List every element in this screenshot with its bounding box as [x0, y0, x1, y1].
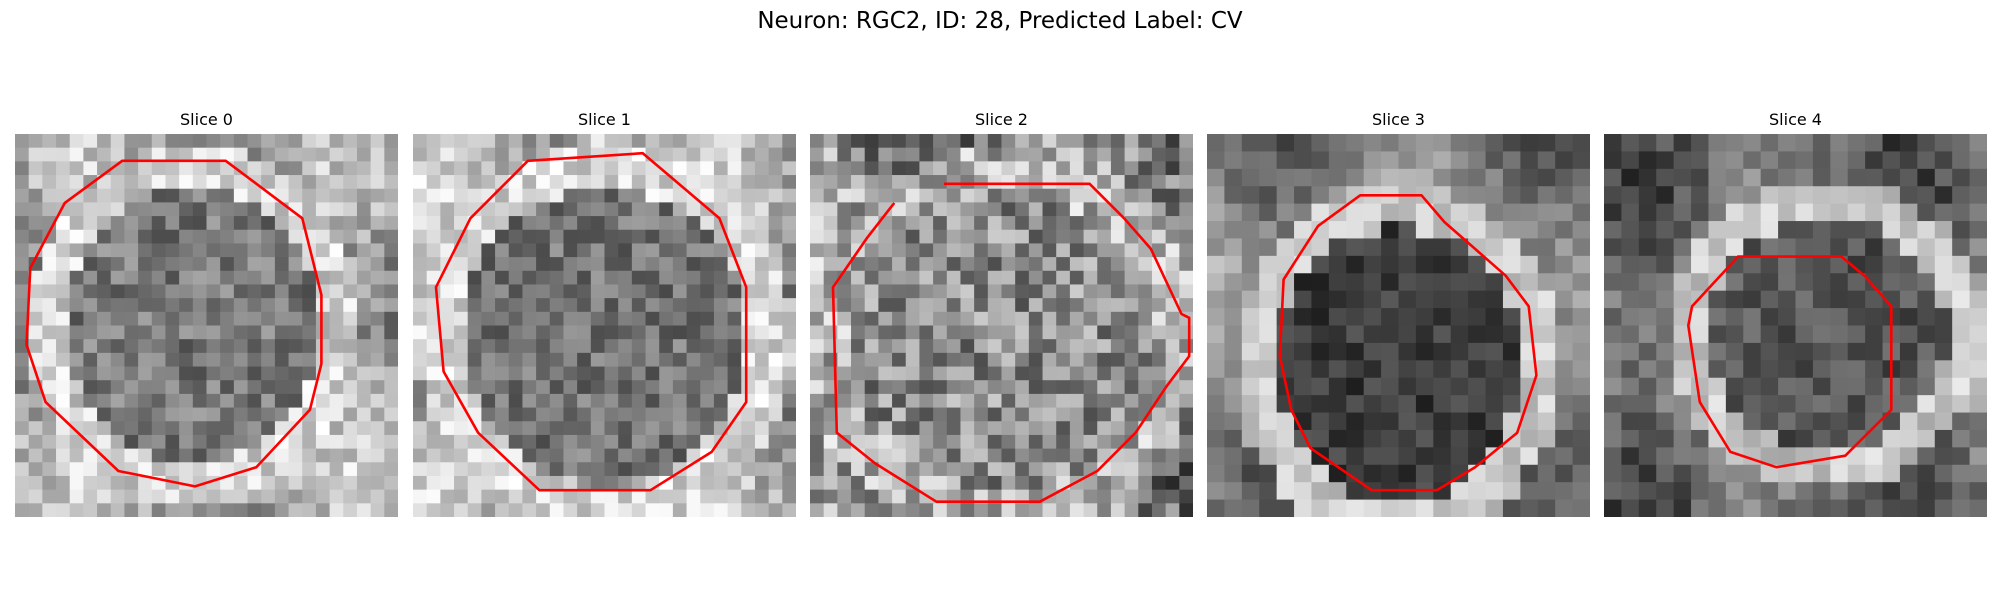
slice-title-1: Slice 1 — [578, 110, 631, 129]
slice-image-0 — [15, 134, 398, 517]
slice-image-2 — [810, 134, 1193, 517]
slice-pixel-grid — [810, 134, 1193, 517]
figure-title: Neuron: RGC2, ID: 28, Predicted Label: C… — [757, 8, 1243, 34]
slice-image-4 — [1604, 134, 1987, 517]
slice-contour-0 — [25, 159, 323, 488]
slice-image-3 — [1207, 134, 1590, 517]
slice-pixel-grid — [1604, 134, 1987, 517]
slice-image-1 — [413, 134, 796, 517]
slice-contour-4 — [1687, 255, 1893, 469]
slice-pixel-grid — [413, 134, 796, 517]
slice-contour-3 — [1278, 193, 1538, 492]
slice-pixel-grid — [1207, 134, 1590, 517]
slice-title-2: Slice 2 — [975, 110, 1028, 129]
slice-title-3: Slice 3 — [1372, 110, 1425, 129]
slice-title-4: Slice 4 — [1769, 110, 1822, 129]
slice-contour-2 — [831, 182, 1191, 504]
slice-title-0: Slice 0 — [180, 110, 233, 129]
slice-pixel-grid — [15, 134, 398, 517]
slice-contour-1 — [434, 151, 748, 492]
